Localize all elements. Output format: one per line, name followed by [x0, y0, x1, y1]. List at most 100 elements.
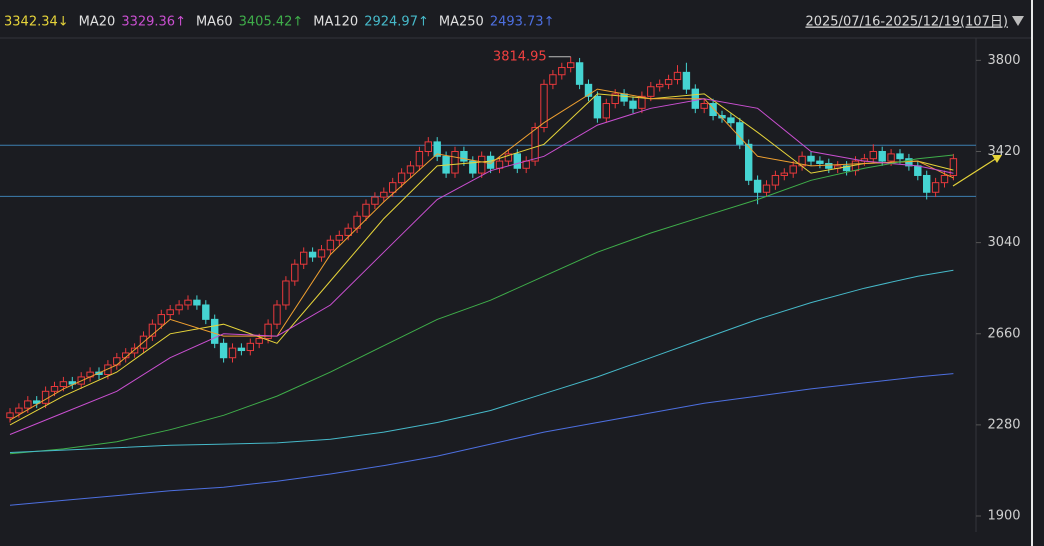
candle-body — [887, 153, 895, 162]
candle-body — [504, 153, 513, 162]
candle-body — [620, 93, 628, 102]
candle-body — [380, 191, 388, 198]
candle-body — [104, 364, 112, 376]
candle-body — [451, 150, 459, 174]
candle-body — [736, 122, 744, 145]
ma-line — [9, 269, 954, 453]
candle-body — [326, 239, 335, 251]
legend-name: MA250 — [439, 15, 484, 30]
candle-body — [184, 299, 192, 306]
candle-body — [460, 150, 468, 162]
candle-body — [842, 165, 851, 172]
ma-line — [9, 373, 954, 506]
candle-body — [567, 62, 575, 69]
candle-body — [166, 309, 174, 316]
candle-body — [113, 357, 121, 366]
candle-body — [638, 95, 646, 109]
candle-body — [584, 83, 593, 97]
dropdown-arrow[interactable] — [1012, 16, 1024, 26]
y-tick-label: 1900 — [987, 509, 1020, 524]
candle-body — [896, 153, 904, 160]
candle-body — [478, 155, 486, 174]
candle-body — [424, 141, 433, 152]
candle-body — [282, 280, 290, 306]
candle-body — [602, 103, 610, 119]
candle-body — [923, 174, 931, 193]
candle-body — [308, 251, 317, 258]
candle-body — [237, 347, 246, 352]
candle-body — [940, 174, 949, 184]
candle-body — [753, 179, 762, 193]
candle-body — [647, 86, 655, 97]
candle-body — [255, 338, 263, 344]
candle-body — [317, 249, 326, 258]
candle-body — [949, 158, 958, 176]
candle-body — [905, 158, 913, 167]
candle-body — [273, 304, 281, 325]
trend-arrow-head — [992, 155, 1002, 163]
candle-body — [246, 342, 255, 352]
candle-body — [513, 153, 521, 169]
ma-line — [9, 88, 954, 421]
candle-body — [789, 165, 797, 174]
candle-body — [6, 412, 14, 419]
candle-body — [745, 143, 753, 181]
candle-body — [807, 155, 815, 162]
candle-body — [219, 342, 228, 359]
candle-body — [825, 162, 833, 169]
candle-body — [175, 304, 183, 311]
legend-value: 2493.73↑ — [490, 15, 555, 30]
candle-body — [709, 103, 717, 117]
candle-body — [780, 172, 788, 176]
ma-line — [9, 98, 954, 435]
candle-body — [611, 93, 619, 105]
candle-body — [931, 182, 940, 193]
legend-value: 3329.36↑ — [121, 15, 186, 30]
candle-body — [540, 83, 548, 129]
annotation: 3814.95 — [493, 49, 547, 64]
candle-body — [291, 263, 299, 282]
candle-body — [469, 160, 477, 174]
date-range[interactable]: 2025/07/16-2025/12/19(107日) — [805, 15, 1008, 30]
ma-line — [9, 154, 954, 455]
candle-body — [371, 196, 379, 205]
y-tick-label: 2660 — [987, 326, 1020, 341]
candle-body — [433, 141, 441, 157]
legend-value: 3405.42↑ — [239, 15, 304, 30]
candle-body — [700, 103, 708, 109]
candle-body — [673, 71, 682, 81]
legend-value: 3342.34↓ — [4, 15, 69, 30]
y-tick-label: 3420 — [987, 144, 1020, 159]
candle-body — [68, 381, 76, 385]
candle-body — [656, 83, 664, 88]
candle-body — [59, 381, 68, 388]
candle-body — [486, 155, 495, 169]
y-tick-label: 2280 — [987, 417, 1020, 432]
trend-arrow — [952, 155, 1001, 187]
candle-body — [816, 160, 824, 164]
candle-body — [558, 67, 566, 76]
candle-body — [300, 251, 308, 265]
candle-body — [193, 299, 201, 306]
ma-line — [9, 93, 954, 426]
candle-body — [202, 304, 210, 320]
candle-body — [389, 182, 397, 193]
legend-name: MA20 — [79, 15, 116, 30]
candle-body — [575, 62, 584, 85]
candle-body — [869, 150, 877, 160]
candle-body — [362, 203, 370, 217]
candle-body — [878, 150, 886, 162]
legend-value: 2924.97↑ — [364, 15, 429, 30]
candle-body — [914, 165, 922, 176]
candle-body — [682, 71, 691, 90]
candle-body — [664, 79, 673, 85]
candle-body — [771, 174, 780, 186]
y-tick-label: 3800 — [987, 53, 1020, 68]
candle-body — [629, 100, 637, 109]
candle-body — [264, 323, 272, 340]
candle-body — [335, 234, 344, 241]
y-tick-label: 3040 — [987, 235, 1020, 250]
candle-body — [397, 172, 406, 184]
candle-body — [130, 347, 139, 354]
